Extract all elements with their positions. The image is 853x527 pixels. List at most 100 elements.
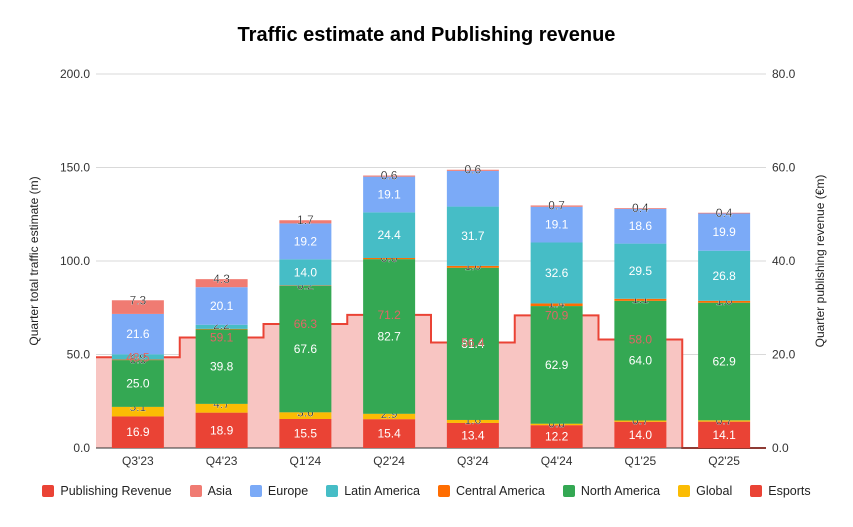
revenue-data-label: 71.2	[377, 308, 401, 322]
bar-segment-central-america	[363, 258, 416, 260]
data-label: 64.0	[629, 354, 653, 368]
data-label: 0.6	[381, 169, 398, 183]
bar-segment-europe	[111, 313, 164, 355]
bar-segment-global	[363, 413, 416, 420]
legend-label: Central America	[455, 484, 545, 498]
data-label: 26.8	[712, 269, 736, 283]
legend-item: Central America	[437, 484, 545, 498]
publishing-revenue-area	[96, 314, 766, 448]
bar-segment-north-america	[446, 267, 499, 420]
bar-segment-esports	[363, 419, 416, 448]
bar-segment-europe	[279, 223, 332, 260]
data-label: 19.1	[377, 188, 401, 202]
data-label: 16.9	[126, 425, 150, 439]
legend-item: Publishing Revenue	[42, 484, 172, 498]
bar-segment-global	[446, 419, 499, 423]
legend-label: North America	[580, 484, 661, 498]
bar-segment-global	[279, 412, 332, 420]
legend-item: North America	[562, 484, 661, 498]
y-right-tick-label: 80.0	[772, 67, 796, 81]
bar-segment-latin-america	[111, 354, 164, 360]
bar-segment-esports	[614, 421, 667, 448]
bar-segment-europe	[698, 213, 751, 251]
bar-segment-north-america	[530, 306, 583, 424]
data-label: 0.4	[632, 201, 649, 215]
y-tick-label: 50.0	[67, 348, 91, 362]
bar-segment-asia	[363, 175, 416, 177]
bar-segment-global	[698, 420, 751, 422]
legend-swatch	[42, 485, 55, 497]
data-label: 62.9	[545, 358, 569, 372]
chart-plot: 0.0 0.0 50.0 20.0 100.0 40.0 150.0 60.0 200.0 80.…	[27, 67, 827, 468]
data-label: 7.3	[130, 293, 147, 307]
revenue-data-label: 66.3	[294, 317, 318, 331]
data-label: 25.0	[126, 376, 150, 390]
bar-segment-north-america	[698, 302, 751, 421]
bar-segment-asia	[446, 169, 499, 171]
y-right-axis-label: Quarter publishing revenue (€m)	[813, 175, 827, 348]
y-right-tick-label: 40.0	[772, 254, 796, 268]
data-label: 19.1	[545, 218, 569, 232]
x-tick-label: Q1'24	[290, 454, 322, 468]
y-tick-label: 100.0	[60, 254, 90, 268]
bar-segment-europe	[614, 208, 667, 244]
x-tick-label: Q2'25	[708, 454, 740, 468]
revenue-data-label: 59.1	[210, 330, 234, 344]
bar-segment-asia	[279, 220, 332, 224]
bar-segment-asia	[530, 205, 583, 207]
bar-segment-asia	[614, 208, 667, 209]
y-right-tick-label: 0.0	[772, 441, 789, 455]
bar-segment-central-america	[195, 328, 248, 330]
legend-label: Esports	[768, 484, 811, 498]
bar-segment-latin-america	[614, 243, 667, 299]
data-label: 0.7	[548, 198, 565, 212]
x-tick-label: Q3'23	[122, 454, 154, 468]
legend-item: Latin America	[326, 484, 420, 498]
legend-swatch	[249, 485, 262, 497]
bar-segment-asia	[195, 279, 248, 288]
x-tick-label: Q4'24	[541, 454, 573, 468]
data-label: 19.2	[294, 234, 318, 248]
bar-segment-north-america	[614, 300, 667, 421]
data-label: 0.6	[465, 163, 482, 177]
bar-segment-global	[111, 406, 164, 417]
legend-swatch	[678, 485, 691, 497]
data-label: 81.4	[461, 337, 485, 351]
bar-segment-north-america	[195, 329, 248, 404]
bar-segment-latin-america	[698, 250, 751, 301]
bar-segment-central-america	[446, 265, 499, 268]
legend-label: Europe	[267, 484, 309, 498]
legend-item: Esports	[750, 484, 811, 498]
data-label: 12.2	[545, 430, 569, 444]
data-label: 0.4	[716, 206, 733, 220]
bar-segment-latin-america	[446, 206, 499, 266]
bar-segment-europe	[363, 176, 416, 213]
data-label: 24.4	[377, 228, 401, 242]
data-label: 18.9	[210, 423, 234, 437]
revenue-data-label: 56.4	[461, 336, 485, 350]
y-right-tick-label: 60.0	[772, 161, 796, 175]
bar-segment-latin-america	[195, 324, 248, 329]
data-label: 19.9	[712, 225, 736, 239]
bar-segment-esports	[111, 416, 164, 448]
legend-item: Global	[678, 484, 732, 498]
legend-label: Latin America	[344, 484, 420, 498]
y-axis-label: Quarter total traffic estimate (m)	[27, 176, 41, 345]
bar-segment-esports	[279, 419, 332, 448]
x-tick-label: Q1'25	[625, 454, 657, 468]
legend-swatch	[189, 485, 202, 497]
y-tick-label: 200.0	[60, 67, 90, 81]
data-label: 31.7	[461, 229, 485, 243]
bar-segment-asia	[698, 212, 751, 214]
bar-segment-central-america	[698, 300, 751, 303]
data-label: 1.7	[297, 213, 314, 227]
legend-item: Asia	[189, 484, 232, 498]
data-label: 14.1	[712, 428, 736, 442]
bar-segment-europe	[446, 170, 499, 207]
bar-segment-esports	[530, 425, 583, 448]
data-label: 62.9	[712, 355, 736, 369]
chart-title: Traffic estimate and Publishing revenue	[237, 24, 616, 46]
data-label: 14.0	[294, 265, 318, 279]
legend-label: Publishing Revenue	[60, 484, 172, 498]
bar-segment-global	[195, 403, 248, 413]
